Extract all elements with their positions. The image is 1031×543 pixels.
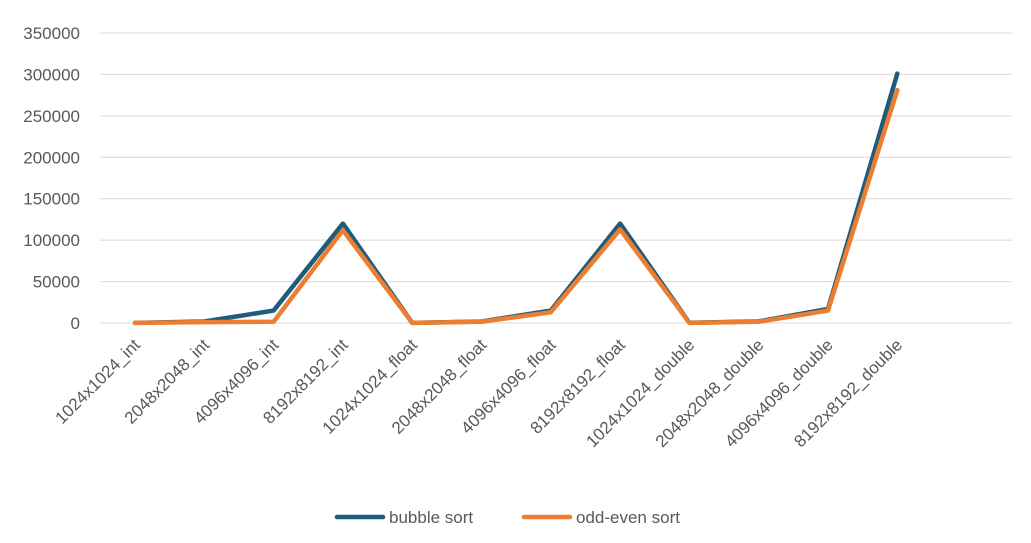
y-axis-tick-labels: 0 50000 100000 150000 200000 250000 300000 3500… — [23, 24, 80, 333]
x-axis-tick-labels: 1024x1024_int2048x2048_int4096x4096_int8… — [52, 335, 907, 451]
series-line-odd-even-sort — [132, 87, 900, 326]
y-tick-label: 100000 — [23, 231, 80, 250]
series-lines — [132, 71, 900, 326]
y-tick-label: 350000 — [23, 24, 80, 43]
y-tick-label: 50000 — [33, 273, 80, 292]
y-tick-label: 0 — [71, 314, 80, 333]
gridlines — [100, 32, 1012, 324]
y-tick-label: 200000 — [23, 148, 80, 167]
y-tick-label: 300000 — [23, 65, 80, 84]
legend: bubble sort odd-even sort — [334, 508, 680, 527]
y-tick-label: 150000 — [23, 190, 80, 209]
legend-label: odd-even sort — [576, 508, 680, 527]
legend-label: bubble sort — [389, 508, 473, 527]
y-tick-label: 250000 — [23, 107, 80, 126]
